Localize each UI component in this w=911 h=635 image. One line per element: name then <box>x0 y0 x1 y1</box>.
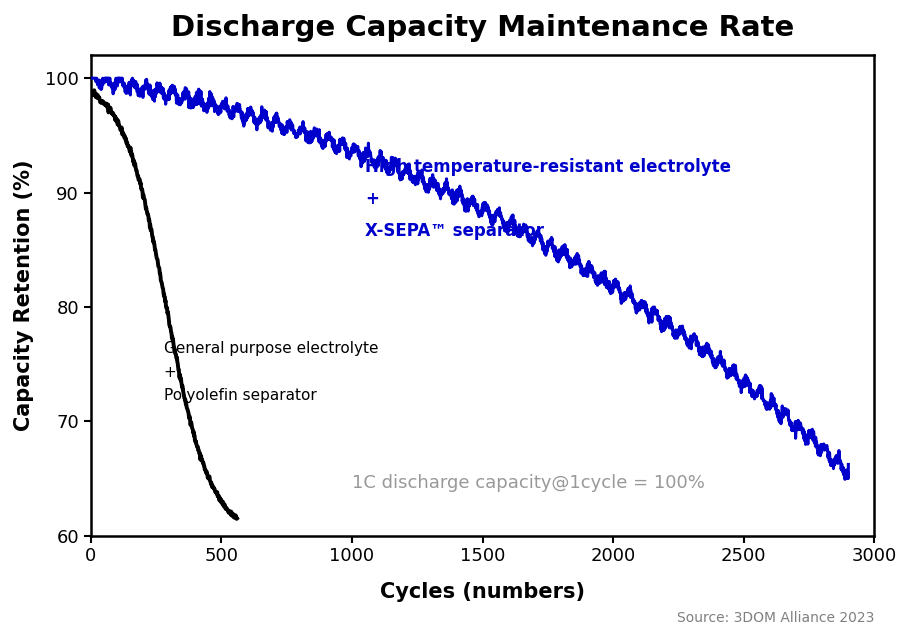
Text: +: + <box>365 190 379 208</box>
Text: High temperature-resistant electrolyte: High temperature-resistant electrolyte <box>365 158 731 177</box>
Text: X-SEPA™ separator: X-SEPA™ separator <box>365 222 544 240</box>
X-axis label: Cycles (numbers): Cycles (numbers) <box>380 582 585 602</box>
Text: Source: 3DOM Alliance 2023: Source: 3DOM Alliance 2023 <box>677 612 875 625</box>
Y-axis label: Capacity Retention (%): Capacity Retention (%) <box>14 160 34 431</box>
Text: 1C discharge capacity@1cycle = 100%: 1C discharge capacity@1cycle = 100% <box>352 474 705 492</box>
Title: Discharge Capacity Maintenance Rate: Discharge Capacity Maintenance Rate <box>171 14 794 42</box>
Text: General purpose electrolyte
+
Polyolefin separator: General purpose electrolyte + Polyolefin… <box>164 341 378 403</box>
